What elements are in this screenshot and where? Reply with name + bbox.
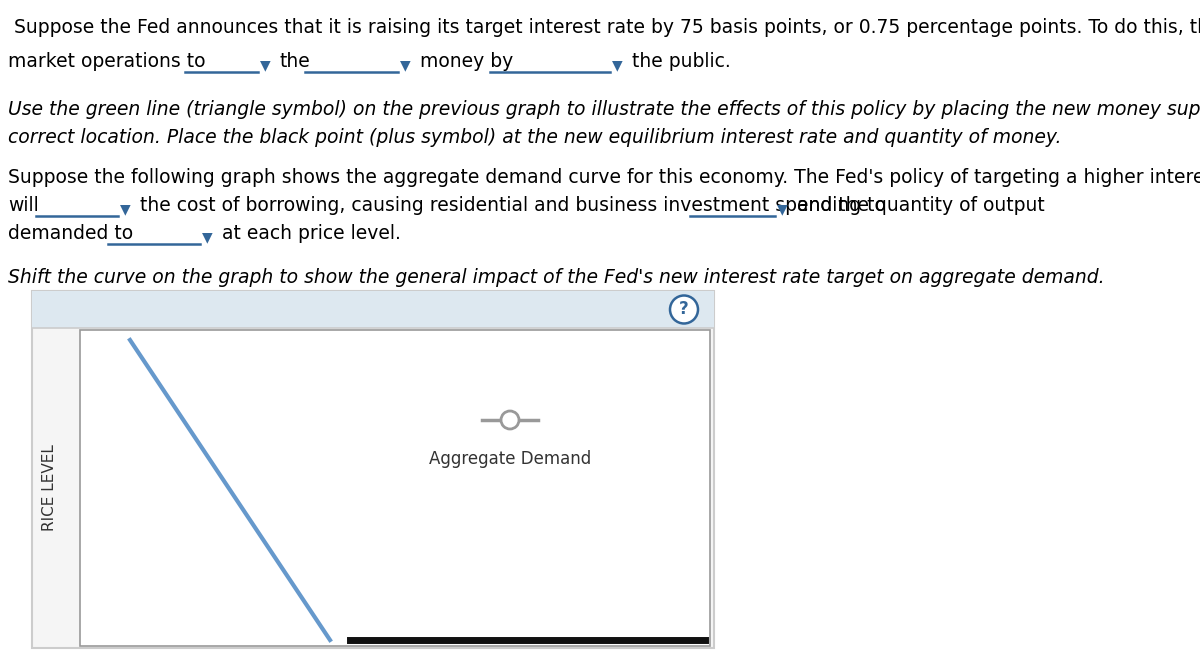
Circle shape bbox=[502, 411, 520, 429]
Text: will: will bbox=[8, 196, 38, 215]
Text: Use the green line (triangle symbol) on the previous graph to illustrate the eff: Use the green line (triangle symbol) on … bbox=[8, 100, 1200, 119]
Text: the cost of borrowing, causing residential and business investment spending to: the cost of borrowing, causing residenti… bbox=[140, 196, 886, 215]
Text: ▼: ▼ bbox=[778, 202, 787, 216]
Bar bbox=[32, 291, 714, 328]
Text: correct location. Place the black point (plus symbol) at the new equilibrium int: correct location. Place the black point … bbox=[8, 128, 1062, 147]
Text: ▼: ▼ bbox=[120, 202, 131, 216]
Text: at each price level.: at each price level. bbox=[222, 224, 401, 243]
Text: Suppose the following graph shows the aggregate demand curve for this economy. T: Suppose the following graph shows the ag… bbox=[8, 168, 1200, 187]
Bar bbox=[80, 330, 710, 646]
Text: Shift the curve on the graph to show the general impact of the Fed's new interes: Shift the curve on the graph to show the… bbox=[8, 268, 1105, 287]
Text: ▼: ▼ bbox=[612, 58, 623, 72]
Text: Suppose the Fed announces that it is raising its target interest rate by 75 basi: Suppose the Fed announces that it is rai… bbox=[8, 18, 1200, 37]
Text: demanded to: demanded to bbox=[8, 224, 133, 243]
Bar bbox=[32, 291, 714, 648]
Text: market operations to: market operations to bbox=[8, 52, 205, 71]
Text: ?: ? bbox=[679, 300, 689, 318]
Text: the public.: the public. bbox=[632, 52, 731, 71]
Text: Aggregate Demand: Aggregate Demand bbox=[428, 450, 592, 468]
Text: ▼: ▼ bbox=[400, 58, 410, 72]
Text: ▼: ▼ bbox=[202, 230, 212, 244]
Text: ▼: ▼ bbox=[260, 58, 271, 72]
Text: money by: money by bbox=[420, 52, 514, 71]
Text: RICE LEVEL: RICE LEVEL bbox=[42, 445, 58, 532]
Text: and the quantity of output: and the quantity of output bbox=[797, 196, 1045, 215]
Text: the: the bbox=[280, 52, 311, 71]
Circle shape bbox=[670, 296, 698, 324]
